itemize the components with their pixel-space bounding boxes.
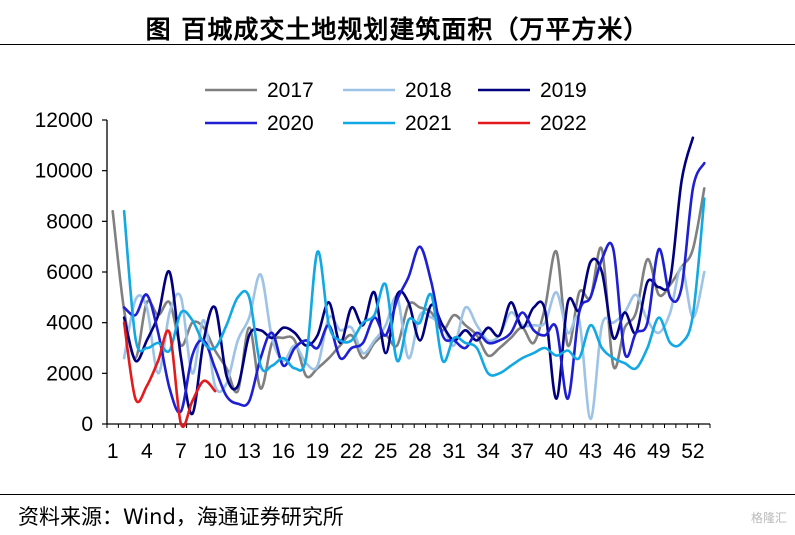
series-line-2022 (122, 321, 217, 428)
y-tick-label: 12000 (35, 109, 93, 132)
x-tick-label: 31 (442, 440, 465, 463)
x-tick-label: 46 (613, 440, 636, 463)
x-tick-label: 52 (681, 440, 704, 463)
x-tick-label: 19 (306, 440, 329, 463)
x-tick-label: 25 (374, 440, 397, 463)
x-tick-label: 4 (141, 440, 153, 463)
x-tick-label: 28 (408, 440, 431, 463)
legend: 2017 2018 2019 2020 2021 2022 (205, 79, 587, 135)
line-chart: 0 2000 4000 6000 8000 10000 12000 1 4 7 10 13 16 19 22… (35, 79, 711, 463)
x-tick-label: 1 (107, 440, 119, 463)
y-tick-label: 2000 (46, 362, 93, 385)
legend-label-2020: 2020 (267, 112, 314, 135)
y-tick-label: 8000 (46, 210, 93, 233)
x-tick-label: 34 (476, 440, 500, 463)
legend-label-2021: 2021 (405, 112, 452, 135)
y-tick-label: 6000 (46, 261, 93, 284)
x-tick-label: 16 (272, 440, 295, 463)
y-tick-label: 0 (81, 413, 93, 436)
series-line-2018 (122, 265, 706, 421)
y-tick-label: 4000 (46, 312, 93, 335)
x-tick-label: 10 (203, 440, 226, 463)
legend-label-2017: 2017 (267, 79, 314, 102)
source-rule (0, 494, 795, 495)
x-tick-label: 37 (511, 440, 534, 463)
legend-label-2018: 2018 (405, 79, 452, 102)
chart-title: 图 百城成交土地规划建筑面积（万平方米） (145, 15, 650, 44)
series-line-2020 (122, 161, 706, 414)
watermark-text: 格隆汇 (750, 511, 787, 525)
legend-label-2022: 2022 (540, 112, 587, 135)
plot-area (111, 136, 706, 428)
x-tick-label: 40 (545, 440, 568, 463)
axes: 0 2000 4000 6000 8000 10000 12000 1 4 7 10 13 16 19 22… (35, 109, 711, 463)
legend-label-2019: 2019 (540, 79, 587, 102)
x-tick-label: 7 (175, 440, 187, 463)
x-tick-label: 22 (340, 440, 363, 463)
x-tick-label: 43 (579, 440, 602, 463)
x-tick-label: 13 (238, 440, 261, 463)
series-line-2021 (122, 197, 706, 377)
x-tick-label: 49 (647, 440, 670, 463)
source-note: 资料来源：Wind，海通证券研究所 (18, 505, 344, 529)
y-tick-label: 10000 (35, 160, 93, 183)
title-rule (0, 44, 795, 45)
